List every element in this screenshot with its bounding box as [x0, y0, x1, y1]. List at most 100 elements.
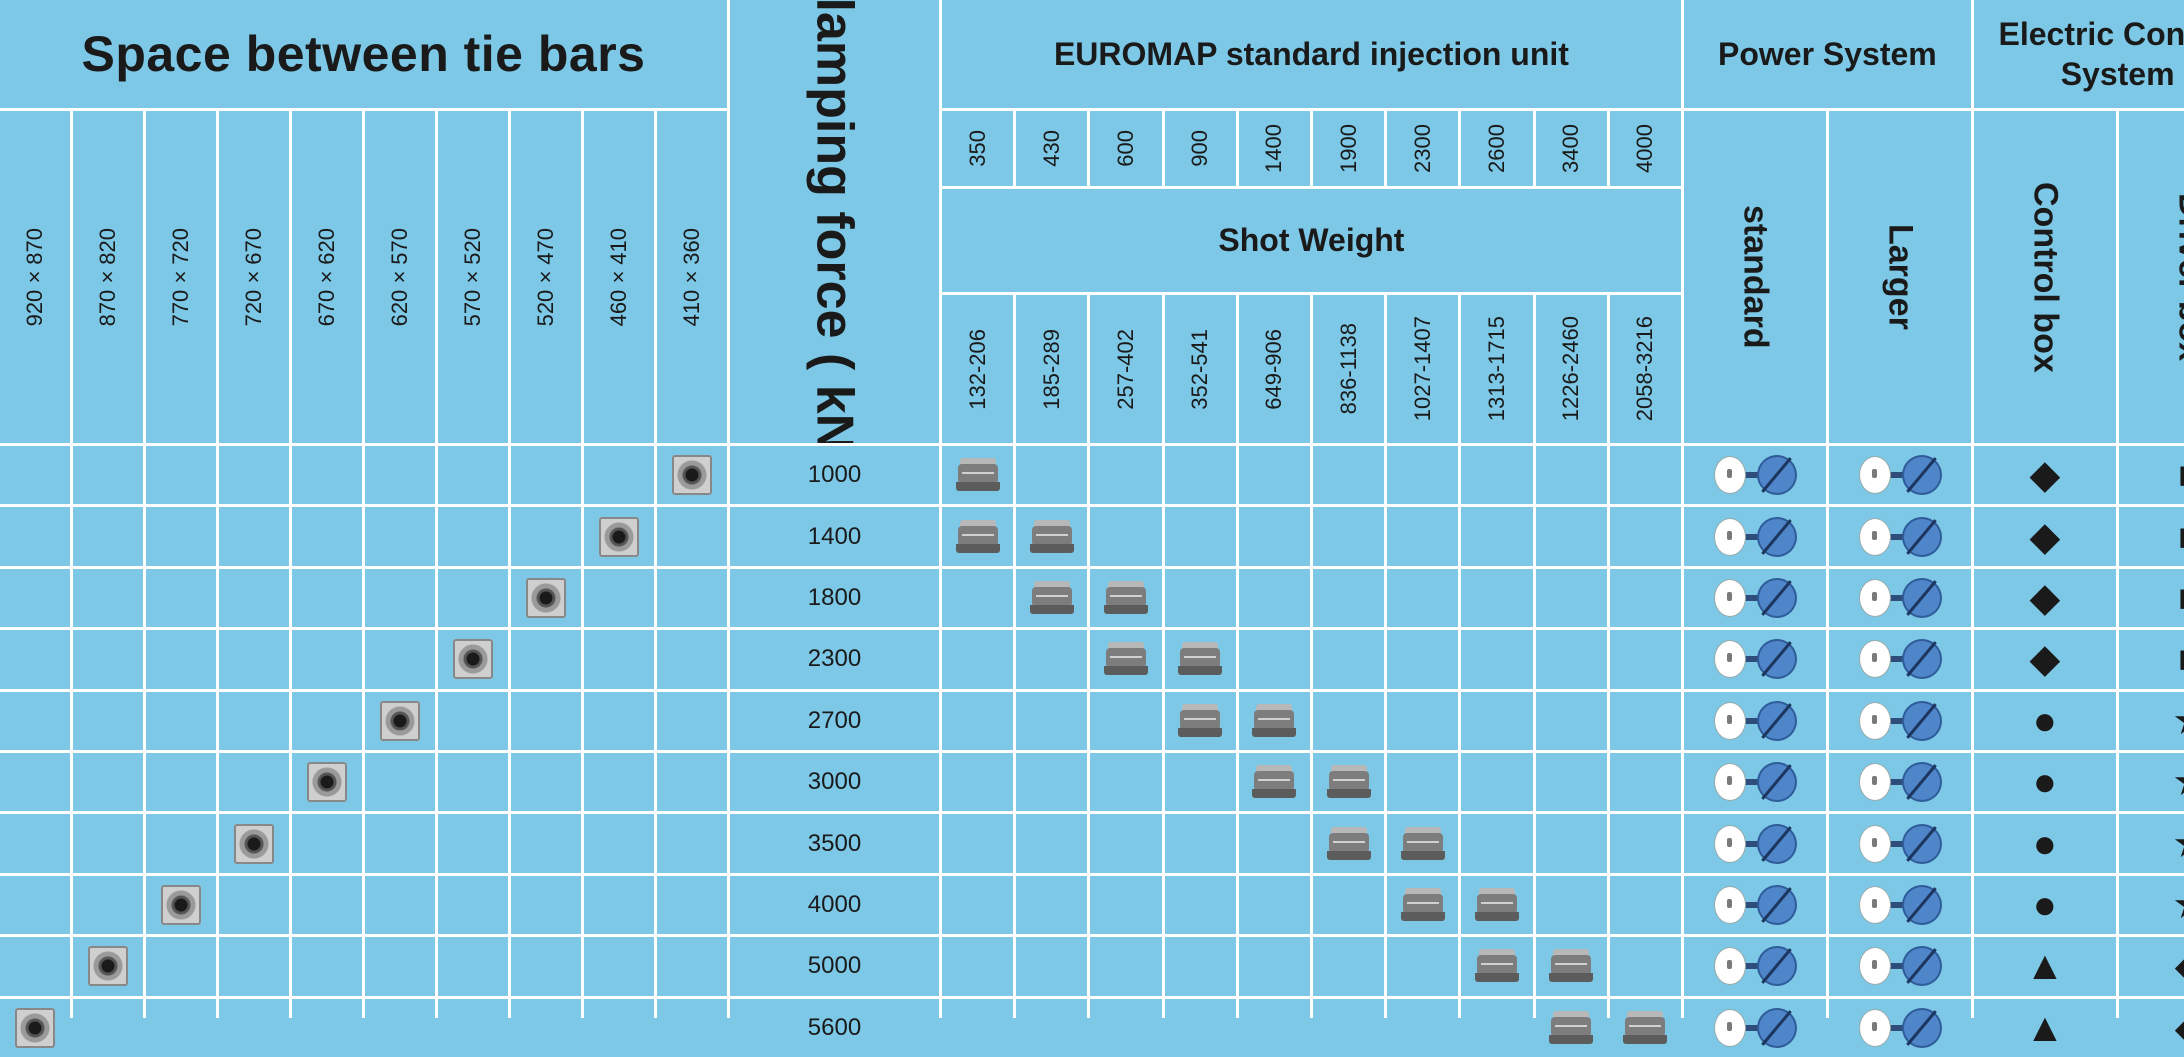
injection-unit-cell: [1535, 752, 1607, 812]
tie-bar-size-label: 720×670: [241, 227, 266, 327]
clamping-force-value: 4000: [730, 875, 939, 935]
euromap-size-label: 3400: [1558, 124, 1584, 173]
tie-bar-cell: [584, 875, 654, 935]
tie-bar-cell: [584, 752, 654, 812]
injection-unit-cell: [1387, 568, 1459, 628]
injection-unit-icon: [1326, 825, 1371, 863]
servo-motor-icon: [1714, 702, 1795, 739]
tie-bar-cell: [219, 691, 289, 750]
tie-bar-cell: [657, 814, 727, 873]
tie-bar-cell: [292, 998, 362, 1057]
tie-bar-size-label: 920×870: [22, 227, 47, 327]
injection-unit-cell: [1312, 937, 1385, 996]
injection-unit-icon: [1252, 763, 1297, 801]
injection-unit-cell: [1609, 998, 1681, 1057]
control-box-cell: ●: [1973, 814, 2116, 873]
power-larger-cell: [1828, 875, 1971, 935]
injection-unit-cell: [942, 752, 1014, 812]
servo-motor-icon-part: [1744, 963, 1759, 970]
injection-unit-icon-part: [1330, 826, 1367, 836]
shot-weight-range-header: 132-206: [942, 295, 1014, 443]
control-box-symbol: ◆: [2029, 514, 2061, 559]
tie-bar-cell: [0, 937, 70, 996]
tie-bar-cell: [146, 752, 216, 812]
servo-motor-icon: [1714, 886, 1795, 923]
tie-bar-cell: [365, 507, 435, 566]
euromap-size-label: 2600: [1483, 124, 1509, 173]
servo-motor-icon: [1859, 641, 1940, 678]
euromap-size-header: 430: [1016, 111, 1088, 186]
injection-unit-icon-part: [1625, 1016, 1666, 1037]
driver-box-symbol: ★: [2172, 762, 2184, 802]
injection-unit-icon: [1326, 763, 1371, 801]
injection-unit-icon-part: [1033, 519, 1070, 529]
injection-unit-icon-part: [1033, 580, 1070, 590]
injection-unit-icon-part: [1476, 955, 1517, 976]
injection-unit-icon: [1178, 640, 1223, 678]
power-larger-cell: [1828, 814, 1971, 873]
servo-motor-icon: [1859, 825, 1940, 862]
injection-unit-cell: [1312, 814, 1385, 873]
control-box-symbol: ●: [2032, 882, 2057, 927]
injection-unit-cell: [1461, 937, 1533, 996]
power-standard-cell: [1683, 998, 1826, 1057]
shot-weight-range-label: 649-906: [1261, 328, 1287, 410]
power-standard-cell: [1683, 507, 1826, 566]
injection-unit-icon-part: [1109, 656, 1142, 659]
euromap-size-label: 900: [1187, 130, 1213, 167]
servo-motor-icon-part: [1859, 764, 1890, 801]
tie-bar-cell: [0, 568, 70, 628]
tie-bar-cell: [0, 446, 70, 505]
tie-bar-size-label: 670×620: [314, 227, 339, 327]
control-box-label: Control box: [2026, 181, 2065, 373]
tie-bar-cell: [0, 998, 70, 1057]
injection-unit-cell: [942, 814, 1014, 873]
power-larger-label: Larger: [1881, 224, 1920, 330]
injection-unit-icon: [955, 518, 1000, 556]
driver-box-cell: ★: [2118, 875, 2184, 935]
shot-weight-range-header: 352-541: [1164, 295, 1236, 443]
injection-unit-cell: [1312, 691, 1385, 750]
servo-motor-icon-part: [1859, 457, 1890, 494]
injection-unit-cell: [1312, 507, 1385, 566]
shot-weight-range-header: 1027-1407: [1387, 295, 1459, 443]
injection-unit-icon-part: [1400, 911, 1445, 921]
shot-weight-range-header: 257-402: [1090, 295, 1162, 443]
injection-unit-cell: [1387, 752, 1459, 812]
power-larger-header: Larger: [1828, 111, 1971, 443]
control-box-cell: ◆: [1973, 630, 2116, 689]
injection-unit-icon-part: [959, 458, 996, 468]
tie-bar-cell: [0, 691, 70, 750]
tie-bar-size-header: 920×870: [0, 111, 70, 443]
driver-box-symbol: ◆: [2175, 946, 2184, 986]
injection-unit-icon-part: [1178, 727, 1223, 737]
injection-unit-cell: [1238, 568, 1310, 628]
injection-unit-cell: [1238, 998, 1310, 1057]
injection-unit-cell: [942, 937, 1014, 996]
injection-unit-cell: [1164, 998, 1236, 1057]
tie-bar-cell: [365, 691, 435, 750]
tie-bar-cell: [292, 937, 362, 996]
power-standard-cell: [1683, 630, 1826, 689]
injection-unit-cell: [1609, 937, 1681, 996]
injection-unit-cell: [1535, 814, 1607, 873]
servo-motor-icon-part: [1859, 886, 1890, 923]
euromap-size-label: 4000: [1632, 124, 1658, 173]
injection-unit-cell: [1461, 752, 1533, 812]
servo-motor-icon-part: [1903, 886, 1940, 923]
euromap-header: EUROMAP standard injection unit: [942, 0, 1681, 108]
injection-unit-cell: [1461, 814, 1533, 873]
injection-unit-cell: [1387, 875, 1459, 935]
clamping-force-header: Clamping force ( kN ): [730, 0, 939, 443]
control-box-symbol: ●: [2032, 698, 2057, 743]
injection-unit-icon-part: [1328, 832, 1369, 853]
injection-unit-cell: [1164, 446, 1236, 505]
euromap-size-label: 600: [1112, 130, 1138, 167]
servo-motor-icon-part: [1744, 779, 1759, 786]
injection-unit-icon-part: [1103, 666, 1148, 676]
injection-unit-icon: [1029, 518, 1074, 556]
driver-box-symbol: ■: [2178, 639, 2184, 679]
servo-motor-icon-part: [1714, 948, 1745, 985]
servo-motor-icon-part: [1859, 948, 1890, 985]
injection-unit-icon-part: [955, 543, 1000, 553]
